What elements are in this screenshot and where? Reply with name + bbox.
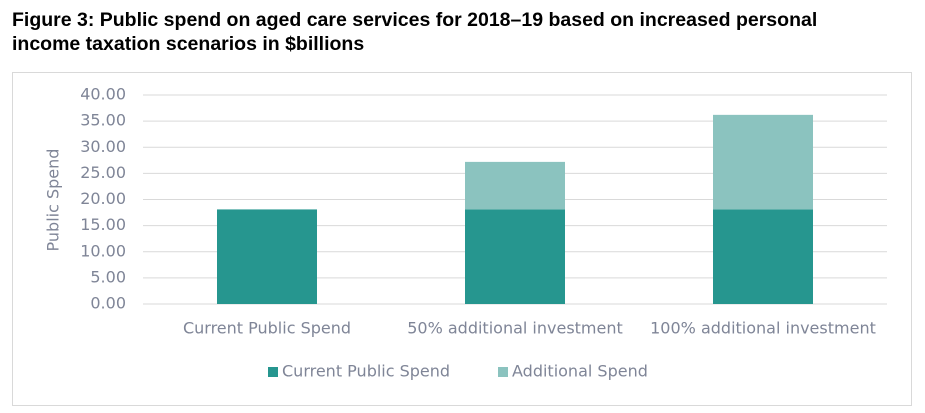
chart-frame [12,72,912,406]
chart-title: Figure 3: Public spend on aged care serv… [12,9,818,55]
y-axis-label: Public Spend [44,149,63,252]
legend-label: Current Public Spend [282,362,450,381]
bar-segment [713,209,813,304]
x-tick-label: Current Public Spend [183,319,351,338]
y-tick-label: 40.00 [80,85,126,104]
y-tick-label: 35.00 [80,111,126,130]
legend-swatch [498,367,508,377]
x-tick-label: 100% additional investment [650,319,876,338]
bar-segment [713,114,813,210]
y-tick-label: 25.00 [80,163,126,182]
x-tick-label: 50% additional investment [407,319,623,338]
y-tick-label: 30.00 [80,137,126,156]
y-tick-label: 10.00 [80,241,126,260]
legend-label: Additional Spend [512,362,648,381]
y-tick-label: 20.00 [80,189,126,208]
bar-segment [465,209,565,304]
y-tick-label: 5.00 [90,267,126,286]
legend-swatch [268,367,278,377]
y-tick-label: 15.00 [80,215,126,234]
bar-segment [465,161,565,210]
bar-segment [217,209,317,304]
y-tick-label: 0.00 [90,294,126,313]
